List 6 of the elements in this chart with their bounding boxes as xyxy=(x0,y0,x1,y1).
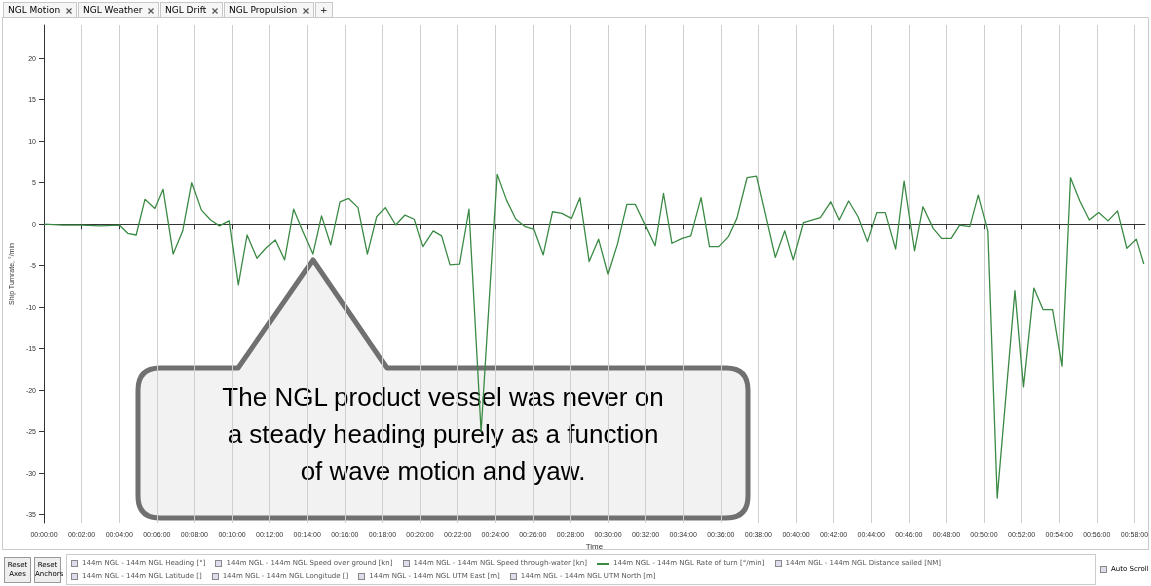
text: NGL Drift xyxy=(165,5,207,15)
text: NGL Weather xyxy=(83,5,143,15)
x-axis-title: Time xyxy=(585,542,604,552)
text: NGL Propulsion xyxy=(229,5,298,15)
text: + xyxy=(320,5,328,15)
text: NGL Motion xyxy=(8,5,61,15)
